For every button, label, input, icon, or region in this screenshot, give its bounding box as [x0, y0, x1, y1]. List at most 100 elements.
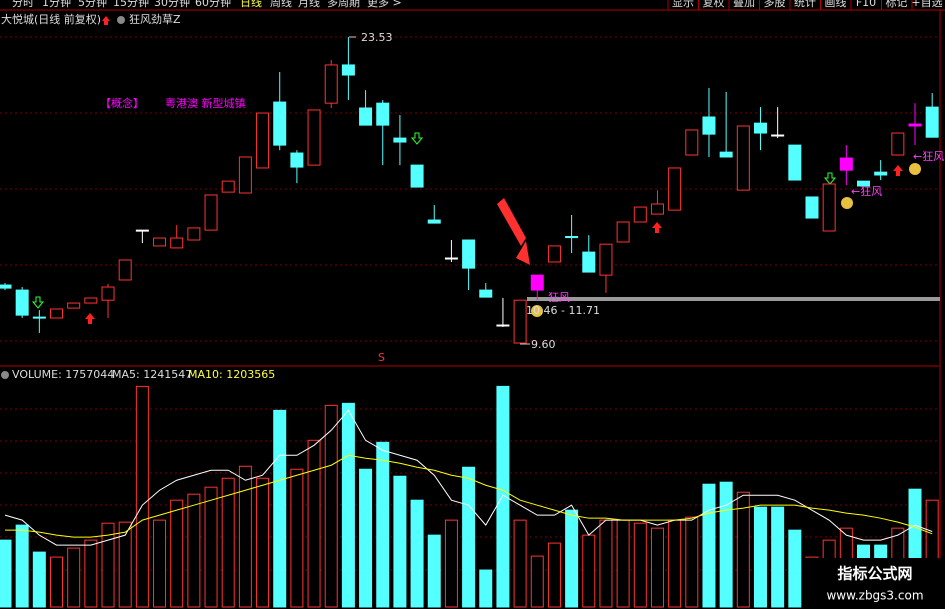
candle-body	[736, 125, 750, 191]
candle-body	[101, 286, 115, 301]
period-tab[interactable]: 月线	[298, 0, 320, 9]
toolbar: 分时 1分钟 5分钟 15分钟 30分钟 60分钟 日线 周线 月线 多周期 更多 > 显示 复权 叠加多…	[12, 0, 943, 10]
pointer-arrow	[497, 198, 526, 246]
tool-button[interactable]: 复权	[703, 0, 725, 9]
period-tab[interactable]: 分时	[12, 0, 34, 9]
volume-bar	[0, 539, 12, 608]
volume-bar	[565, 509, 579, 608]
candle-body	[170, 237, 184, 249]
s-marker: S	[378, 351, 385, 364]
volume-bar	[187, 493, 201, 608]
candle-body	[582, 251, 596, 273]
candle-body	[650, 203, 664, 215]
tool-button[interactable]: +自选	[911, 0, 942, 9]
volume-bar	[153, 519, 167, 608]
buy-arrow	[893, 165, 903, 176]
volume-bar	[50, 556, 64, 608]
indicator-icon[interactable]	[117, 16, 125, 24]
volume-bar	[256, 477, 270, 608]
volume-bar	[616, 519, 630, 608]
volume-bar	[668, 519, 682, 608]
volume-bar	[702, 483, 716, 608]
buy-arrow	[85, 313, 95, 324]
buy-arrow	[652, 222, 662, 233]
volume-bar	[513, 519, 527, 608]
volume-bar	[788, 529, 802, 608]
candle-body	[221, 180, 235, 193]
volume-bar	[67, 547, 81, 608]
volume-bar	[15, 524, 29, 608]
candle-body	[118, 259, 132, 281]
candle-body	[496, 324, 510, 327]
candle-body	[925, 106, 939, 138]
tool-button[interactable]: F10	[856, 0, 876, 9]
period-tab[interactable]: 多周期	[327, 0, 360, 9]
candle-body	[771, 134, 785, 137]
bag-markers	[531, 163, 921, 317]
volume-bar	[84, 539, 98, 608]
tool-button[interactable]: 叠加	[733, 0, 755, 9]
volume-bar	[685, 516, 699, 608]
concept-tags: 粤港澳 新型城镇	[165, 96, 246, 110]
volume-bar	[118, 521, 132, 608]
volume-bar	[204, 486, 218, 608]
volume-bar	[736, 491, 750, 608]
volume-bar	[341, 402, 355, 608]
candle-body	[273, 101, 287, 146]
volume-bar	[479, 569, 493, 608]
candle-body	[702, 116, 716, 135]
sell-arrow	[410, 132, 424, 145]
period-tab[interactable]: 5分钟	[78, 0, 107, 9]
period-tab[interactable]: 30分钟	[154, 0, 190, 9]
volume-bar	[238, 465, 252, 608]
candle-body	[135, 229, 149, 232]
volume-bar	[324, 404, 338, 608]
period-tab[interactable]: 周线	[270, 0, 292, 9]
candle-body	[427, 219, 441, 224]
volume-bar	[547, 542, 561, 608]
watermark-url: www.zbgs3.com	[826, 589, 923, 603]
candle-body	[547, 245, 561, 263]
candle-body	[256, 112, 270, 169]
candle-body	[805, 196, 819, 219]
concept-label: 【概念】	[100, 96, 144, 110]
candle-body	[839, 157, 853, 171]
signal-label: 狂风	[548, 291, 570, 304]
signal-label: ←狂风	[913, 150, 944, 163]
candle-body	[15, 289, 29, 316]
low-label: 9.60	[531, 338, 556, 351]
period-tab[interactable]: 15分钟	[113, 0, 149, 9]
volume-bar	[359, 468, 373, 608]
buy-markers	[85, 165, 903, 324]
candle-body	[376, 102, 390, 126]
indicator-name[interactable]: 狂风劲草Z	[129, 13, 181, 26]
tool-button[interactable]: 显示	[672, 0, 694, 9]
volume-bar	[376, 441, 390, 608]
volume-bar	[170, 499, 184, 608]
volume-icon[interactable]	[1, 371, 9, 379]
candle-body	[891, 132, 905, 156]
candle-body	[341, 64, 355, 76]
up-icon	[102, 16, 110, 25]
candle-body	[788, 144, 802, 181]
stock-name: 大悦城(日线 前复权)	[1, 12, 101, 26]
period-tab[interactable]: 60分钟	[195, 0, 231, 9]
candle-body	[822, 183, 836, 232]
bag-icon	[909, 163, 921, 175]
tool-button[interactable]: 标记	[886, 0, 908, 9]
candle-body	[685, 129, 699, 156]
candle-body	[462, 239, 476, 269]
candle-body	[324, 64, 338, 104]
signal-label: ←狂风	[851, 185, 882, 198]
candle-body	[359, 107, 373, 126]
sell-arrow	[823, 172, 837, 185]
tool-button[interactable]: 统计	[794, 0, 816, 9]
tool-button[interactable]: 多股	[764, 0, 786, 9]
period-tab[interactable]: 日线	[240, 0, 262, 9]
tool-button[interactable]: 画线	[825, 0, 847, 9]
zone-line	[527, 297, 940, 301]
candle-body	[204, 194, 218, 231]
period-tab[interactable]: 更多 >	[367, 0, 402, 9]
period-tab[interactable]: 1分钟	[42, 0, 71, 9]
